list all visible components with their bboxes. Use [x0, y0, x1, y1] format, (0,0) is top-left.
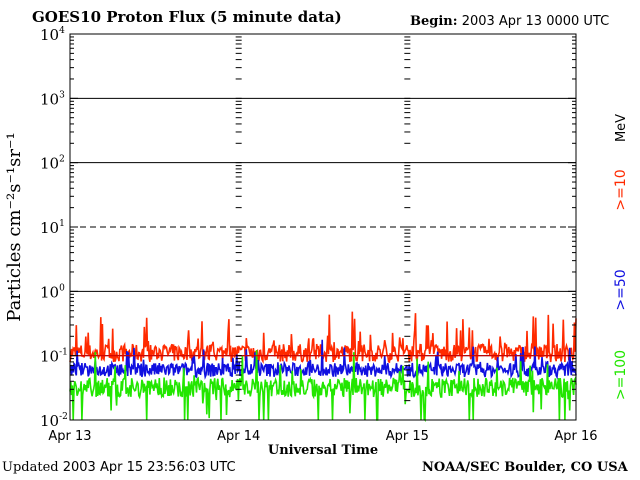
- chart-title: GOES10 Proton Flux (5 minute data): [32, 8, 342, 26]
- grid-layer: [70, 97, 576, 357]
- begin-value: 2003 Apr 13 0000 UTC: [461, 14, 610, 29]
- series-line-100: [69, 350, 577, 423]
- y-tick-label: 102: [40, 155, 65, 173]
- legend-unit-label: MeV: [614, 114, 629, 142]
- updated-timestamp: Updated 2003 Apr 15 23:56:03 UTC: [2, 460, 236, 475]
- series-line-50: [69, 339, 577, 380]
- legend-label-50: >=50: [613, 269, 629, 310]
- y-tick-label: 103: [40, 90, 65, 108]
- axis-layer: [69, 33, 577, 421]
- x-tick-label: Apr 16: [554, 429, 597, 444]
- begin-timestamp: Begin: 2003 Apr 13 0000 UTC: [410, 14, 609, 29]
- x-tick-label: Apr 13: [48, 429, 91, 444]
- credit-text: NOAA/SEC Boulder, CO USA: [422, 460, 628, 475]
- begin-label: Begin:: [410, 14, 458, 29]
- series-layer: [69, 311, 577, 423]
- y-tick-label: 101: [40, 219, 65, 237]
- y-tick-label: 100: [40, 283, 65, 301]
- updated-label: Updated: [2, 460, 59, 475]
- legend-label-10: >=10: [613, 169, 629, 210]
- y-tick-label: 10-1: [40, 348, 68, 366]
- y-tick-label: 104: [40, 26, 65, 44]
- x-tick-label: Apr 14: [217, 429, 260, 444]
- label-layer: 10-2 10-1 100 101 102 103 104 Apr 13 Apr 14 Apr 1…: [4, 26, 629, 458]
- y-axis-label: Particles cm⁻²s⁻¹sr⁻¹: [4, 132, 25, 321]
- updated-value: 2003 Apr 15 23:56:03 UTC: [62, 460, 236, 475]
- y-tick-label: 10-2: [40, 412, 68, 430]
- x-tick-label: Apr 15: [386, 429, 429, 444]
- legend-label-100: >=100: [613, 350, 629, 400]
- x-axis-label: Universal Time: [268, 443, 378, 458]
